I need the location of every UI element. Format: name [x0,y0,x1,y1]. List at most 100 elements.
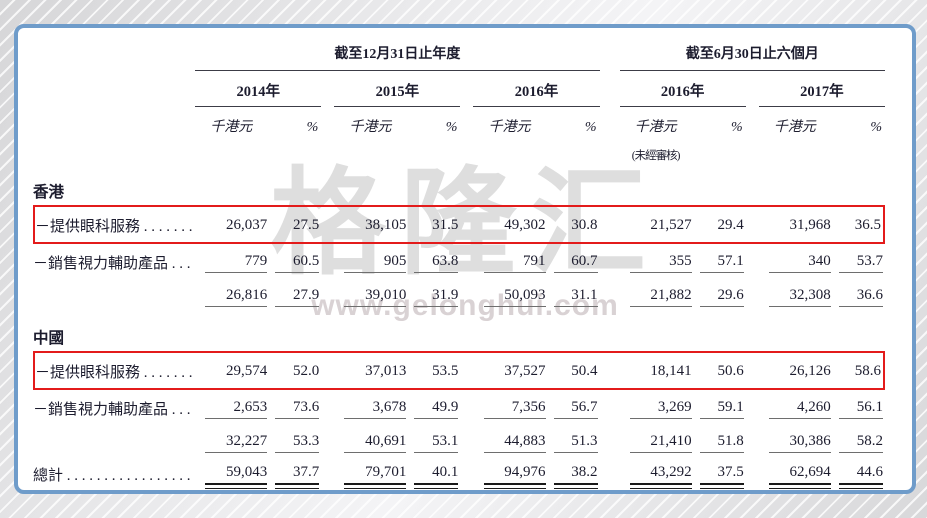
table-row-cn-ophthalmic: －提供眼科服務 . . . . . . . . . 29,574 52.0 37… [33,351,885,390]
row-label: －提供眼科服務 . . . . . . . . [33,205,196,244]
section-row-china: 中國 [33,313,885,351]
percent-cell: 56.7 [546,390,600,425]
amount-cell: 50,093 [473,279,546,313]
amount-cell: 3,269 [620,390,692,425]
unit-header-row: 千港元 % 千港元 % 千港元 % 千港元 % 千港元 % [33,107,885,140]
percent-cell: 31.1 [546,279,600,313]
section-label: 香港 [33,184,65,201]
percent-cell: 57.1 [692,244,746,279]
unit-pct: % [731,120,743,135]
percent-cell: 38.2 [546,459,600,490]
unit-amount: 千港元 [349,120,392,135]
amount-cell: 26,126 [758,351,831,390]
amount-cell: 3,678 [334,390,407,425]
unit-pct: % [306,120,319,135]
percent-cell: 73.6 [267,390,321,425]
unit-amount: 千港元 [210,120,253,135]
unit-pct: % [870,120,882,135]
percent-cell: 53.3 [267,425,321,459]
amount-cell: 2,653 [195,390,268,425]
table-row-hk-ophthalmic: －提供眼科服務 . . . . . . . . 26,037 27.5 38,1… [33,205,885,244]
year-2015: 2015年 [334,71,461,107]
amount-cell: 21,527 [619,205,692,244]
amount-cell: 779 [195,244,268,279]
amount-cell: 79,701 [334,459,407,490]
percent-cell: 50.6 [691,351,746,390]
section-label: 中國 [33,330,65,347]
amount-cell: 905 [334,244,407,279]
amount-cell: 791 [473,244,546,279]
percent-cell: 52.0 [267,351,322,390]
amount-cell: 59,043 [195,459,268,490]
amount-cell: 37,527 [473,351,546,390]
year-2014: 2014年 [195,71,322,107]
financial-table: 截至12月31日止年度 截至6月30日止六個月 2014年 2015年 2016… [33,38,885,490]
percent-cell: 60.5 [267,244,321,279]
percent-cell: 59.1 [692,390,746,425]
table-row-cn-subtotal: 32,227 53.3 40,691 53.1 44,883 51.3 21,4… [33,425,885,459]
amount-cell: 29,574 [195,351,268,390]
row-label: 總計 . . . . . . . . . . . . . . . . . [33,468,191,484]
amount-cell: 21,410 [620,425,692,459]
unit-pct: % [445,120,458,135]
year-2017-interim: 2017年 [758,71,885,107]
year-2016-interim: 2016年 [619,71,746,107]
amount-cell: 355 [620,244,692,279]
amount-cell: 44,883 [473,425,546,459]
percent-cell: 51.3 [546,425,600,459]
percent-cell: 44.6 [831,459,885,490]
percent-cell: 58.6 [830,351,885,390]
percent-cell: 27.9 [267,279,321,313]
amount-cell: 40,691 [334,425,407,459]
amount-cell: 39,010 [334,279,407,313]
percent-cell: 29.6 [692,279,746,313]
year-header-row: 2014年 2015年 2016年 2016年 2017年 [33,71,885,107]
unit-amount: 千港元 [773,120,816,135]
year-2016: 2016年 [473,71,600,107]
amount-cell: 30,386 [759,425,831,459]
percent-cell: 37.5 [692,459,746,490]
period-group-interim: 截至6月30日止六個月 [619,38,885,71]
percent-cell: 40.1 [406,459,460,490]
row-label: －銷售視力輔助產品 . . . . . [33,256,196,272]
amount-cell: 62,694 [759,459,831,490]
amount-cell: 32,227 [195,425,268,459]
percent-cell: 31.5 [406,205,461,244]
percent-cell: 56.1 [831,390,885,425]
percent-cell: 27.5 [267,205,322,244]
percent-cell: 36.5 [830,205,885,244]
row-label: －銷售視力輔助產品 . . . . . [33,402,196,418]
amount-cell: 94,976 [473,459,546,490]
amount-cell: 21,882 [620,279,692,313]
table-row-hk-subtotal: 26,816 27.9 39,010 31.9 50,093 31.1 21,8… [33,279,885,313]
percent-cell: 53.1 [406,425,460,459]
amount-cell: 37,013 [334,351,407,390]
amount-cell: 43,292 [620,459,692,490]
percent-cell: 51.8 [692,425,746,459]
percent-cell: 63.8 [406,244,460,279]
amount-cell: 31,968 [758,205,831,244]
period-group-row: 截至12月31日止年度 截至6月30日止六個月 [33,38,885,71]
percent-cell: 30.8 [545,205,600,244]
amount-cell: 49,302 [473,205,546,244]
unit-amount: 千港元 [488,120,531,135]
amount-cell: 18,141 [619,351,692,390]
row-label: －提供眼科服務 . . . . . . . . . [33,351,196,390]
table-row-total: 總計 . . . . . . . . . . . . . . . . . 59,… [33,459,885,490]
table-row-cn-vision-aid: －銷售視力輔助產品 . . . . . 2,653 73.6 3,678 49.… [33,390,885,425]
section-row-hongkong: 香港 [33,167,885,205]
unaudited-note-row: (未經審核) [33,140,885,167]
amount-cell: 38,105 [334,205,407,244]
table-row-hk-vision-aid: －銷售視力輔助產品 . . . . . 779 60.5 905 63.8 79… [33,244,885,279]
amount-cell: 4,260 [759,390,831,425]
percent-cell: 49.9 [406,390,460,425]
amount-cell: 26,037 [195,205,268,244]
percent-cell: 37.7 [267,459,321,490]
percent-cell: 53.7 [831,244,885,279]
percent-cell: 60.7 [546,244,600,279]
unaudited-note: (未經審核) [631,150,681,162]
unit-amount: 千港元 [634,120,677,135]
percent-cell: 53.5 [406,351,461,390]
amount-cell: 26,816 [195,279,268,313]
